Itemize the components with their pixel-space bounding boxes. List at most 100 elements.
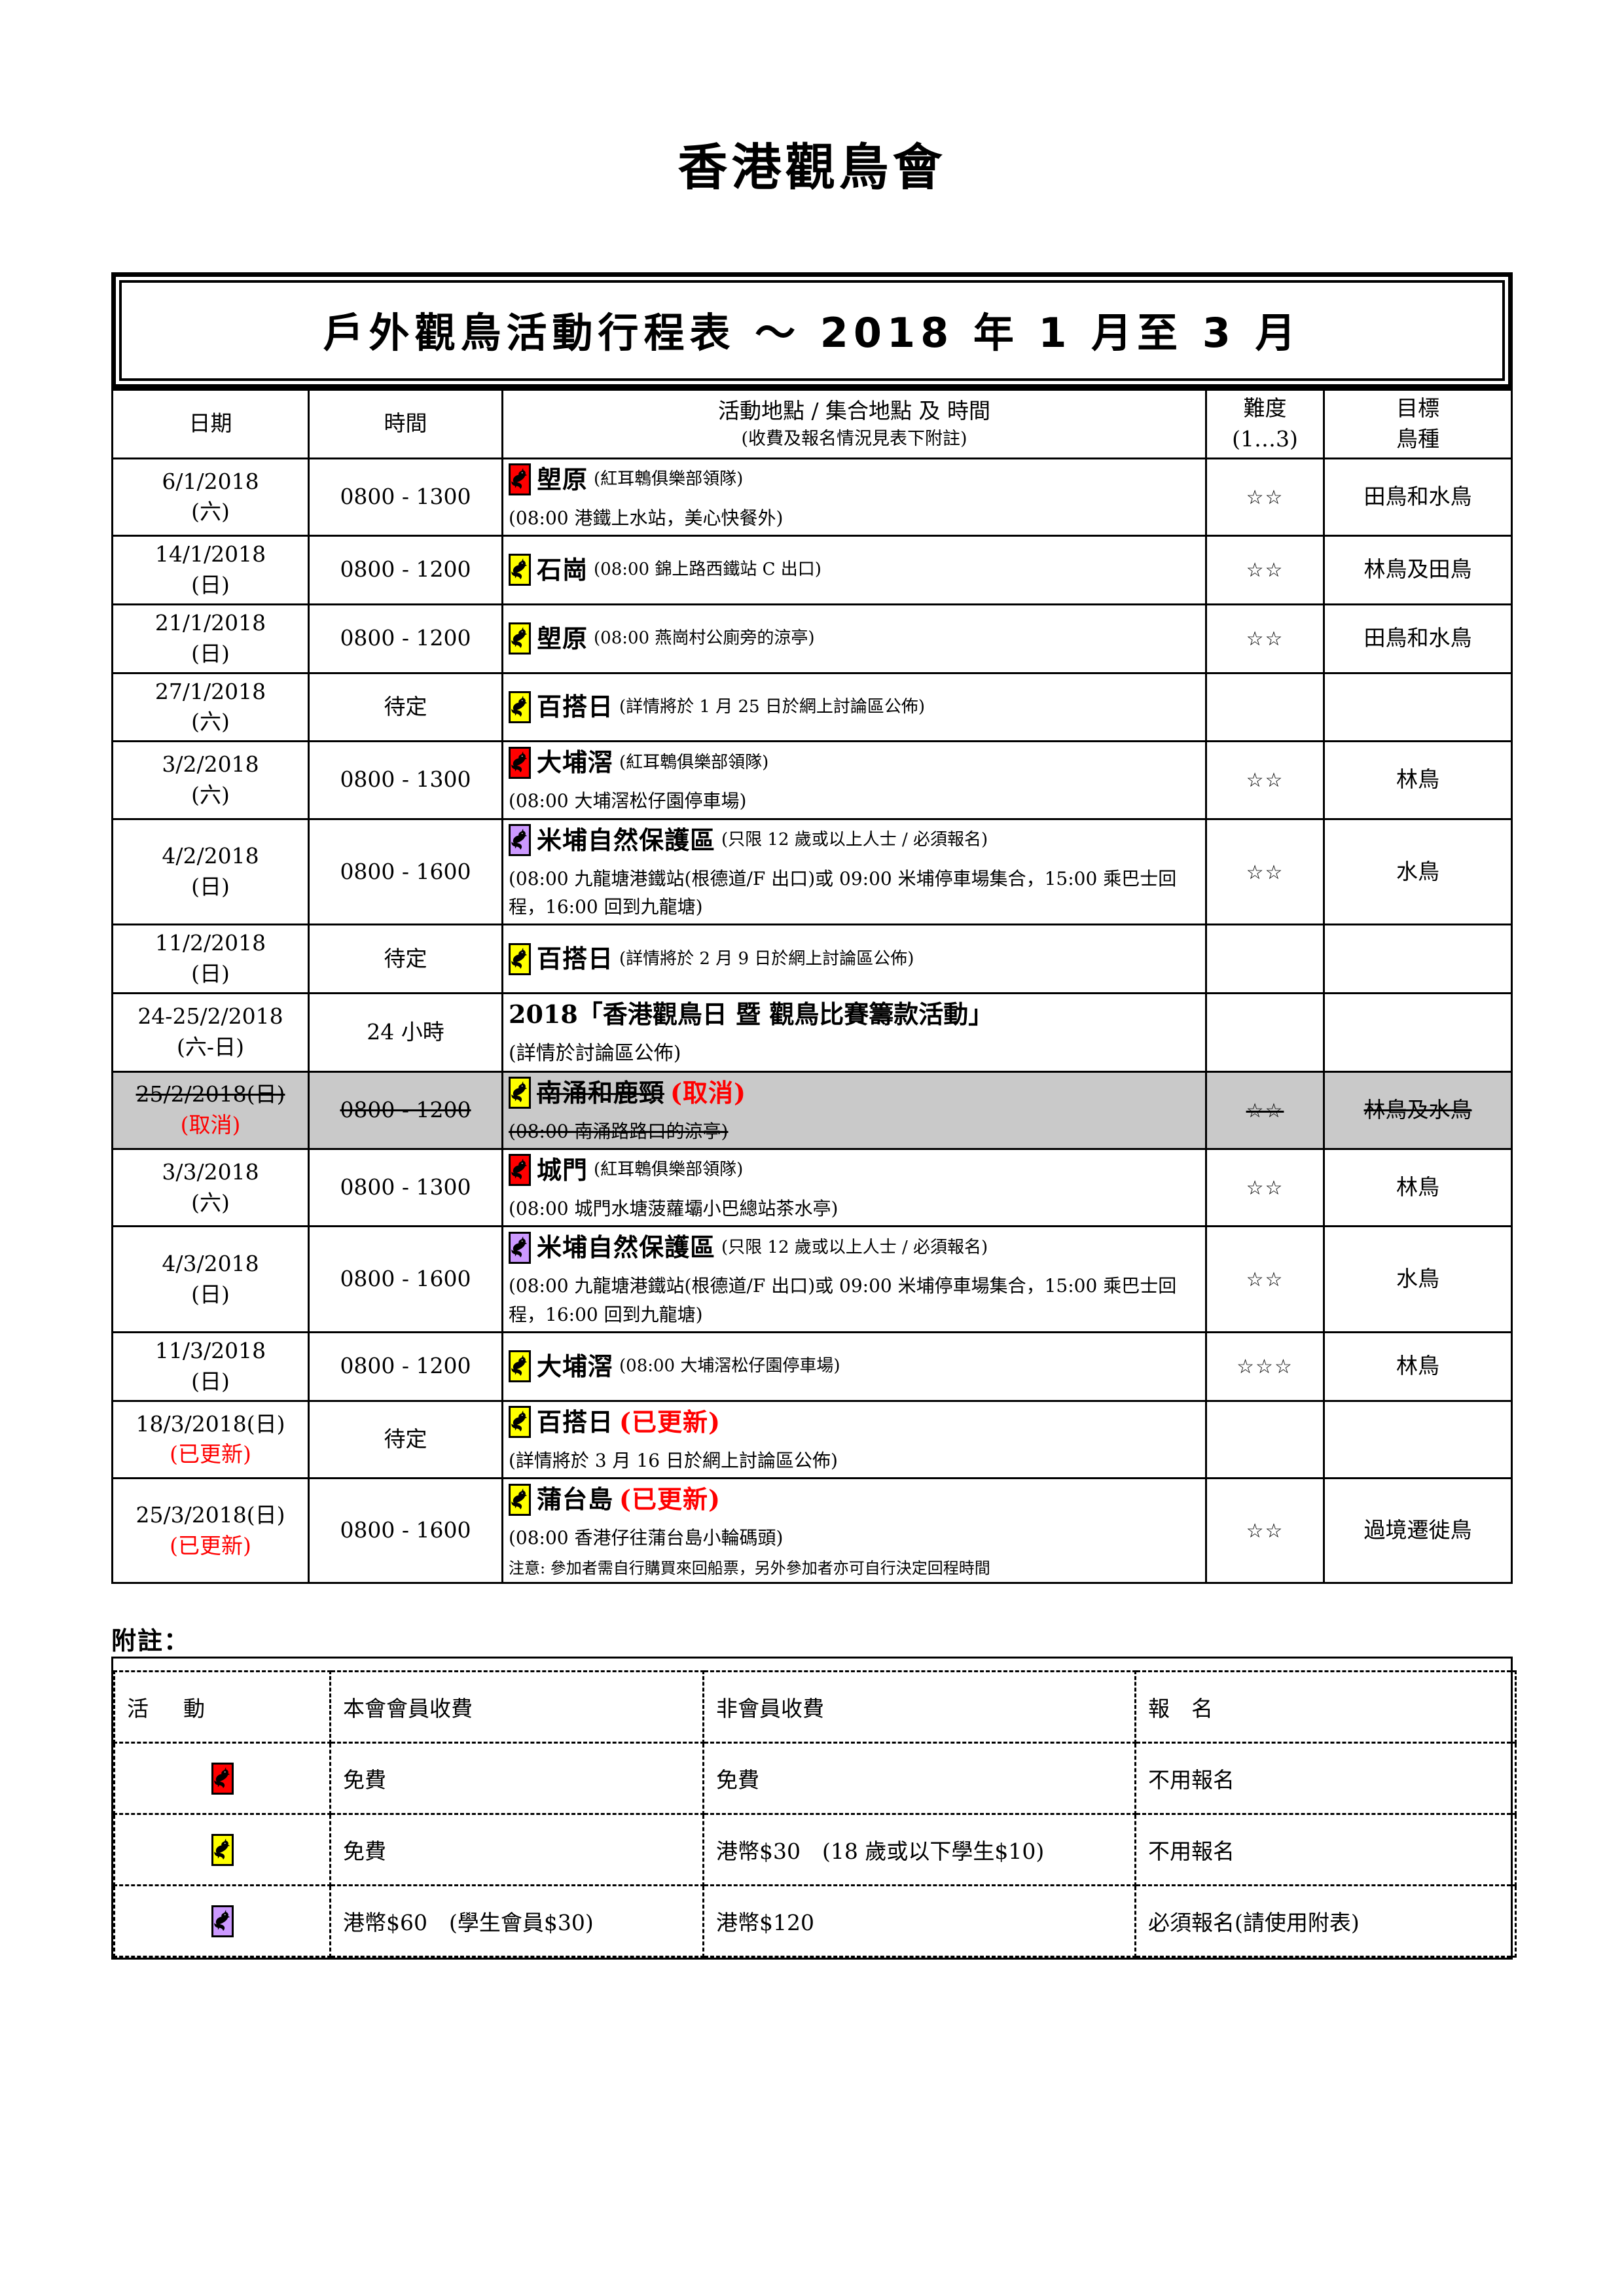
table-row: 3/2/2018 (六) 0800 - 1300 大埔滘 (紅耳鵯俱樂部領隊) (08:0… [111,740,1513,820]
cell-difficulty [1205,992,1325,1073]
row-meeting-detail: (08:00 九龍塘港鐵站(根德道/F 出口)或 09:00 米埔停車場集合，1… [509,867,1177,918]
row-time: 0800 - 1200 [340,556,471,583]
row-time: 待定 [384,945,427,971]
cell-date: 4/3/2018 (日) [111,1225,310,1333]
cell-time: 24 小時 [308,992,503,1073]
row-location-note: (紅耳鵯俱樂部領隊) [594,1160,744,1180]
row-meeting-detail: (08:00 港鐵上水站，美心快餐外) [509,507,784,529]
row-location-name: 百搭日 [537,944,614,974]
cell-location: 城門 (紅耳鵯俱樂部領隊) (08:00 城門水塘菠蘿壩小巴總站茶水亭) [501,1147,1207,1228]
difficulty-stars: ☆☆ [1246,1268,1284,1292]
header-time: 時間 [308,389,503,459]
difficulty-stars: ☆☆ [1246,769,1284,793]
row-status-flag: (已更新) [619,1407,721,1437]
cell-location: 塱原 (08:00 燕崗村公廁旁的涼亭) [501,603,1207,674]
cell-location: 百搭日 (詳情將於 1 月 25 日於網上討論區公佈) [501,672,1207,743]
cell-difficulty [1205,924,1325,995]
table-header-row: 日期 時間 活動地點 / 集合地點 及 時間 (收費及報名情況見表下附註) 難度… [111,389,1513,459]
row-time: 0800 - 1200 [340,1353,471,1379]
row-extra-note: 注意: 參加者需自行購買來回船票，另外參加者亦可自行決定回程時間 [509,1559,990,1578]
footnote-header-member: 本會會員收費 [329,1670,704,1744]
row-weekday: (日) [191,1368,230,1394]
row-status-flag: (已更新) [619,1484,721,1515]
row-time: 24 小時 [367,1018,444,1045]
cell-date: 14/1/2018 (日) [111,535,310,605]
row-location-line: 塱原 (紅耳鵯俱樂部領隊) [509,462,1200,497]
schedule-table: 日期 時間 活動地點 / 集合地點 及 時間 (收費及報名情況見表下附註) 難度… [111,389,1513,1585]
cell-difficulty: ☆☆ [1205,535,1325,605]
row-location-name: 塱原 [537,623,588,653]
target-birds: 林鳥 [1396,1353,1439,1379]
row-date: 3/2/2018 [162,751,259,778]
cell-date: 11/3/2018 (日) [111,1331,310,1402]
footnote-cell-member: 免費 [329,1742,704,1816]
cell-target-birds: 林鳥及水鳥 [1323,1070,1513,1150]
cell-time: 0800 - 1300 [308,457,503,537]
header-location: 活動地點 / 集合地點 及 時間 (收費及報名情況見表下附註) [501,389,1207,459]
difficulty-stars: ☆☆ [1246,628,1284,651]
row-meeting-detail: (08:00 城門水塘菠蘿壩小巴總站茶水亭) [509,1197,839,1219]
low-fee-activity-badge-icon [509,942,531,975]
row-special-title: 2018「香港觀鳥日 暨 觀鳥比賽籌款活動」 [509,999,994,1030]
cell-target-birds: 水鳥 [1323,1225,1513,1333]
bird-glyph [511,558,527,580]
cell-target-birds: 水鳥 [1323,817,1513,926]
footnote-cell-nonmember: 港幣$120 [702,1884,1136,1958]
footnote-cell-nonmember: 港幣$30 (18 歲或以下學生$10) [702,1813,1136,1887]
row-location-note: (只限 12 歲或以上人士 / 必須報名) [721,1237,988,1257]
free-activity-badge-icon [509,746,531,779]
cell-location: 大埔滘 (紅耳鵯俱樂部領隊) (08:00 大埔滘松仔園停車場) [501,740,1207,820]
cell-time: 待定 [308,672,503,743]
paid-activity-badge-icon [211,1905,234,1937]
paid-activity-badge-icon [509,824,531,857]
cell-time: 0800 - 1200 [308,1331,503,1402]
footnote-cell-register: 必須報名(請使用附表) [1134,1884,1517,1958]
cell-target-birds: 林鳥及田鳥 [1323,535,1513,605]
cell-location: 塱原 (紅耳鵯俱樂部領隊) (08:00 港鐵上水站，美心快餐外) [501,457,1207,537]
footnote-table: 活 動本會會員收費 非會員收費報 名免費 免費 不用報名 免費 港幣$30 (18 歲或以… [113,1670,1517,1958]
paid-activity-badge-icon [509,1231,531,1264]
row-location-name: 蒲台島 [537,1484,614,1515]
cell-target-birds [1323,672,1513,743]
row-location-name: 百搭日 [537,692,614,722]
row-location-line: 塱原 (08:00 燕崗村公廁旁的涼亭) [509,621,1200,656]
row-location-line: 米埔自然保護區 (只限 12 歲或以上人士 / 必須報名) [509,1230,1200,1265]
low-fee-activity-badge-icon [509,691,531,723]
footnote-header-activity: 活 動 [113,1670,331,1744]
footnote-row: 港幣$60 (學生會員$30) 港幣$120 必須報名(請使用附表) [113,1884,1517,1958]
cell-time: 待定 [308,924,503,995]
row-location-line: 蒲台島 (已更新) [509,1482,1200,1517]
table-row: 11/3/2018 (日) 0800 - 1200 大埔滘 (08:00 大埔滘松仔園停… [111,1331,1513,1402]
footnote-table-border: 活 動本會會員收費 非會員收費報 名免費 免費 不用報名 免費 港幣$30 (18 歲或以… [111,1657,1517,1960]
cell-target-birds: 田鳥和水鳥 [1323,457,1513,537]
row-weekday: (日) [191,1281,230,1307]
header-birds-line1: 目標 [1396,395,1439,421]
row-location-note: (08:00 錦上路西鐵站 C 出口) [594,560,821,580]
cell-time: 0800 - 1200 [308,1070,503,1150]
cell-difficulty: ☆☆ [1205,1225,1325,1333]
footnote-cell-badge [113,1884,331,1958]
free-activity-badge-icon [211,1762,234,1795]
row-time: 0800 - 1200 [340,625,471,651]
cell-time: 待定 [308,1399,503,1480]
cell-difficulty: ☆☆ [1205,740,1325,820]
cell-location: 2018「香港觀鳥日 暨 觀鳥比賽籌款活動」 (詳情於討論區公佈) [501,992,1207,1073]
cell-time: 0800 - 1600 [308,1225,503,1333]
row-date: 21/1/2018 [154,609,266,636]
cell-location: 百搭日 (詳情將於 2 月 9 日於網上討論區公佈) [501,924,1207,995]
row-time: 0800 - 1300 [340,766,471,793]
table-row: 14/1/2018 (日) 0800 - 1200 石崗 (08:00 錦上路西鐵站 C… [111,535,1513,605]
row-location-line: 大埔滘 (08:00 大埔滘松仔園停車場) [509,1349,1200,1384]
target-birds: 林鳥 [1396,1174,1439,1200]
row-date: 27/1/2018 [154,678,266,704]
row-weekday: (日) [191,873,230,899]
cell-target-birds: 田鳥和水鳥 [1323,603,1513,674]
footnote-cell-badge [113,1742,331,1816]
difficulty-stars: ☆☆ [1246,1520,1284,1543]
row-date: 24-25/2/2018 [137,1003,283,1030]
header-difficulty-sub: (1…3) [1232,425,1298,452]
cell-location: 米埔自然保護區 (只限 12 歲或以上人士 / 必須報名) (08:00 九龍塘港鐵… [501,1225,1207,1333]
header-difficulty-main: 難度 [1243,395,1287,421]
cell-date: 18/3/2018(日) (已更新) [111,1399,310,1480]
row-date: 25/3/2018(日) [135,1501,285,1528]
